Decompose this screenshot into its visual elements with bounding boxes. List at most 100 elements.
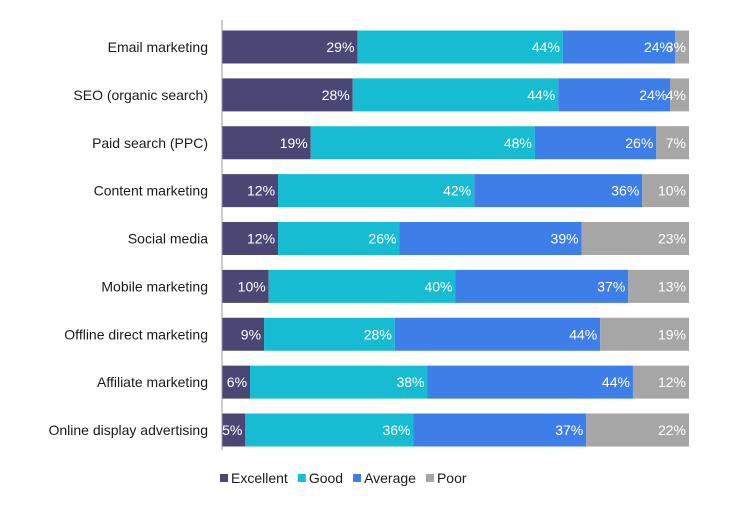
legend-swatch xyxy=(220,474,228,482)
data-label: 7% xyxy=(666,135,686,151)
bar-row-online-display-advertising: 5% 36% 37% 22% xyxy=(222,413,689,447)
legend-swatch xyxy=(425,474,434,482)
bar-segment-average xyxy=(534,126,657,160)
legend-label: Good xyxy=(309,470,343,486)
category-label: Affiliate marketing xyxy=(97,374,208,390)
data-label: 26% xyxy=(368,231,396,247)
bar-segment-excellent xyxy=(222,365,251,399)
bar-segment-poor xyxy=(628,269,689,303)
legend-item-poor: Poor xyxy=(425,470,467,486)
bar-segment-good xyxy=(357,30,563,64)
data-label: 24% xyxy=(644,39,672,55)
data-label: 10% xyxy=(238,278,266,294)
bar-segment-average xyxy=(394,317,601,351)
legend-item-good: Good xyxy=(297,470,343,486)
legend-label: Excellent xyxy=(231,470,288,486)
bar-row-seo-organic-search: 28% 44% 24%4% xyxy=(222,78,689,112)
data-label: 44% xyxy=(569,326,597,342)
data-label: 22% xyxy=(658,422,686,438)
bar-segment-good xyxy=(278,222,400,255)
data-label: 38% xyxy=(396,374,424,390)
data-label: 13% xyxy=(658,278,686,294)
bars-layer: 29% 44% 24%3%28% 44% 24%4%19% 48% 26% 7%12% 42% 3… xyxy=(222,30,689,447)
bar-segment-good xyxy=(278,174,475,208)
category-label: Mobile marketing xyxy=(101,278,208,294)
bar-segment-excellent xyxy=(222,269,269,303)
data-label: 36% xyxy=(611,183,639,199)
legend-item-excellent: Excellent xyxy=(220,470,288,486)
data-label: 44% xyxy=(527,87,555,103)
bar-segment-excellent xyxy=(222,222,279,255)
bar-segment-poor xyxy=(670,78,689,112)
bar-segment-excellent xyxy=(222,126,311,160)
data-label: 37% xyxy=(555,422,583,438)
data-label: 40% xyxy=(424,278,452,294)
bar-segment-poor xyxy=(632,365,689,399)
bar-segment-good xyxy=(268,269,456,303)
bar-row-affiliate-marketing: 6% 38% 44% 12% xyxy=(222,365,689,399)
bar-row-paid-search-ppc: 19% 48% 26% 7% xyxy=(222,126,689,160)
bar-segment-good xyxy=(250,365,428,399)
bar-segment-good xyxy=(352,78,559,112)
bar-segment-good xyxy=(264,317,395,351)
data-label: 28% xyxy=(322,87,350,103)
bar-segment-excellent xyxy=(222,78,353,112)
data-label: 26% xyxy=(625,135,653,151)
bar-row-content-marketing: 12% 42% 36% 10% xyxy=(222,174,689,208)
data-label: 36% xyxy=(382,422,410,438)
data-label: 42% xyxy=(443,183,471,199)
data-label: 12% xyxy=(247,231,275,247)
legend: Excellent Good Average Poor xyxy=(220,470,467,486)
data-label: 12% xyxy=(658,374,686,390)
legend-label: Poor xyxy=(437,470,467,486)
bar-row-social-media: 12% 26% 39% 23% xyxy=(222,222,689,255)
bar-segment-average xyxy=(558,78,671,112)
bar-segment-excellent xyxy=(222,30,358,64)
data-label: 19% xyxy=(280,135,308,151)
data-label: 44% xyxy=(602,374,630,390)
bar-row-offline-direct-marketing: 9% 28% 44% 19% xyxy=(222,317,689,351)
bar-segment-poor xyxy=(581,222,689,255)
bar-row-email-marketing: 29% 44% 24%3% xyxy=(222,30,689,64)
category-label: Email marketing xyxy=(108,39,208,55)
bar-segment-good xyxy=(310,126,535,160)
bar-segment-excellent xyxy=(222,174,279,208)
category-labels: Email marketing SEO (organic search) Paid … xyxy=(48,39,208,438)
legend-item-average: Average xyxy=(353,470,416,486)
bar-segment-poor xyxy=(586,413,689,447)
bar-row-mobile-marketing: 10% 40% 37% 13% xyxy=(222,269,689,303)
data-label: 29% xyxy=(326,39,354,55)
category-label: Offline direct marketing xyxy=(64,326,208,342)
bar-segment-poor xyxy=(656,126,689,160)
bar-segment-average xyxy=(562,30,675,64)
data-label: 3% xyxy=(666,39,686,55)
data-label: 6% xyxy=(227,374,247,390)
category-label: Content marketing xyxy=(94,183,208,199)
bar-segment-average xyxy=(427,365,633,399)
data-label: 48% xyxy=(504,135,532,151)
data-label: 19% xyxy=(658,326,686,342)
data-label: 24% xyxy=(639,87,667,103)
data-label: 12% xyxy=(247,183,275,199)
data-label: 9% xyxy=(241,326,261,342)
category-label: Online display advertising xyxy=(48,422,208,438)
bar-segment-poor xyxy=(600,317,689,351)
legend-swatch xyxy=(353,474,362,482)
bar-segment-average xyxy=(413,413,587,447)
legend-label: Average xyxy=(364,470,416,486)
category-label: Social media xyxy=(128,231,208,247)
data-label: 39% xyxy=(551,231,579,247)
bar-segment-average xyxy=(399,222,582,255)
bar-segment-good xyxy=(245,413,414,447)
data-label: 10% xyxy=(658,183,686,199)
bar-segment-poor xyxy=(642,174,689,208)
data-label: 44% xyxy=(532,39,560,55)
bar-segment-excellent xyxy=(222,317,265,351)
data-label: 4% xyxy=(666,87,686,103)
data-label: 5% xyxy=(222,422,242,438)
category-label: SEO (organic search) xyxy=(73,87,208,103)
category-label: Paid search (PPC) xyxy=(92,135,208,151)
bar-segment-average xyxy=(474,174,643,208)
